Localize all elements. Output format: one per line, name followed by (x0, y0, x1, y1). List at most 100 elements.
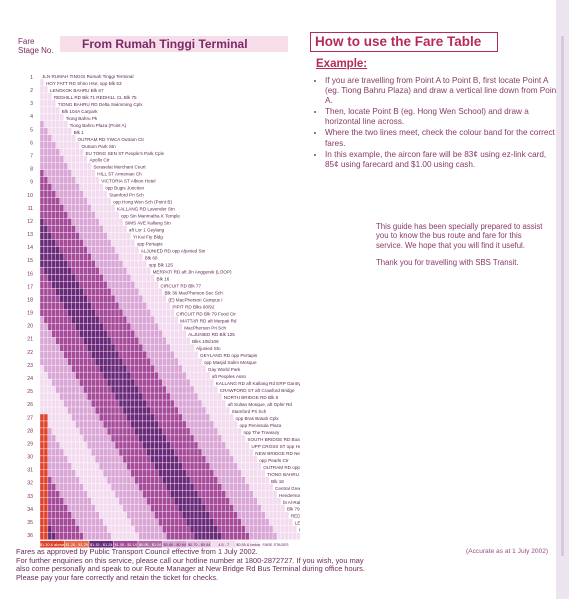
fare-cell (114, 413, 120, 422)
fare-cell (91, 197, 96, 205)
fare-cell (55, 225, 60, 233)
fare-cell (170, 518, 175, 526)
fare-cell (138, 274, 143, 282)
fare-stage-number: 3 (30, 101, 33, 107)
fare-cell (67, 351, 72, 359)
fare-cell (71, 232, 76, 240)
stop-label: (E) MacPherson Campus I (168, 297, 222, 302)
fare-cell (185, 427, 191, 436)
fare-cell (91, 225, 96, 233)
fare-cell (114, 288, 120, 296)
fare-cell (63, 134, 68, 142)
fare-cell (122, 434, 128, 443)
fare-cell (154, 490, 159, 498)
fare-cell (79, 260, 84, 268)
stop-label: LENGKOK BAHRU Blk 67 (50, 88, 104, 93)
fare-cell (99, 462, 104, 471)
fare-cell (75, 518, 80, 526)
fare-cell (55, 267, 60, 275)
fare-cell (162, 532, 167, 540)
fare-cell (201, 378, 207, 387)
fare-cell (205, 525, 211, 533)
fare-cell (106, 511, 112, 519)
stop-label: Blk 60 (145, 255, 158, 260)
fare-cell (221, 427, 226, 436)
fare-cell (51, 232, 56, 240)
fare-cell (233, 462, 238, 471)
fare-cell (55, 525, 60, 533)
fare-cell (142, 476, 147, 484)
fare-cell (178, 406, 183, 415)
fare-cell (272, 511, 278, 519)
fare-cell (63, 176, 68, 184)
fare-cell (213, 448, 218, 457)
fare-cell (229, 511, 234, 519)
fare-cell (138, 427, 143, 436)
fare-cell (110, 344, 116, 352)
fare-cell (83, 413, 88, 422)
fare-cell (79, 385, 84, 394)
fare-cell (134, 344, 139, 352)
fare-cell (71, 434, 76, 443)
fare-cell (126, 295, 132, 303)
fare-cell (162, 406, 167, 415)
fare-cell (63, 330, 68, 338)
fare-cell (197, 413, 203, 422)
fare-cell (134, 469, 139, 478)
fare-cell (103, 295, 108, 303)
fare-cell (197, 525, 203, 533)
fare-cell (118, 225, 124, 233)
fare-cell (75, 392, 80, 401)
fare-cell (87, 399, 92, 408)
fare-cell (43, 85, 49, 94)
fare-cell (47, 371, 53, 380)
fare-cell (118, 518, 124, 526)
fare-cell (114, 302, 120, 310)
fare-cell (51, 134, 56, 142)
fare-cell (39, 211, 45, 219)
fare-cell (257, 476, 262, 484)
fare-cell (87, 281, 92, 289)
fare-cell (63, 462, 68, 471)
fare-cell (158, 399, 163, 408)
fare-cell (47, 406, 53, 415)
fare-cell (217, 511, 222, 519)
fare-cell (59, 225, 64, 233)
fare-cell (162, 469, 167, 478)
fare-cell (233, 448, 238, 457)
fare-cell (75, 364, 80, 373)
fare-cell (197, 455, 203, 464)
fare-cell (51, 113, 56, 122)
fare-cell (225, 511, 230, 519)
fare-cell (158, 378, 163, 387)
fare-cell (79, 309, 84, 317)
fare-cell (103, 490, 108, 498)
fare-cell (193, 448, 199, 457)
fare-cell (118, 455, 124, 464)
fare-cell (154, 385, 159, 394)
fare-cell (122, 455, 128, 464)
fare-cell (79, 420, 84, 429)
fare-cell (91, 274, 96, 282)
fare-cell (91, 260, 96, 268)
fare-cell (83, 204, 88, 212)
fare-cell (193, 511, 199, 519)
fare-cell (280, 504, 286, 512)
fare-cell (130, 406, 135, 415)
fare-cell (182, 497, 187, 505)
fare-cell (126, 323, 132, 331)
fare-cell (150, 344, 155, 352)
fare-cell (201, 462, 207, 471)
fare-cell (264, 504, 270, 512)
fare-cell (91, 253, 96, 261)
fare-cell (47, 309, 53, 317)
fare-cell (79, 427, 84, 436)
fare-cell (185, 525, 191, 533)
fare-cell (47, 190, 53, 198)
fare-cell (158, 371, 163, 380)
fare-cell (134, 323, 139, 331)
fare-cell (166, 344, 171, 352)
fare-cell (75, 323, 80, 331)
fare-cell (83, 364, 88, 373)
fare-cell (51, 511, 56, 519)
